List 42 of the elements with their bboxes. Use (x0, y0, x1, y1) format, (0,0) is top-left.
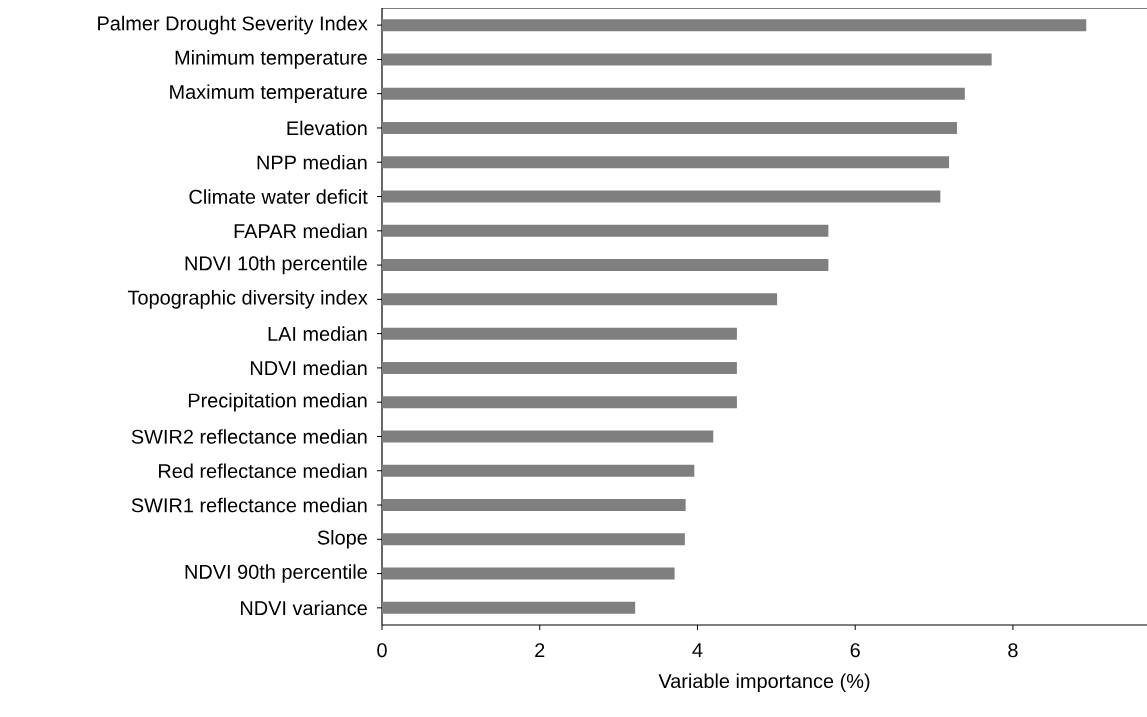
y-tick-label: LAI median (268, 326, 367, 341)
bar (382, 327, 737, 340)
y-tick-label: NPP median (257, 154, 367, 170)
y-tick-label: SWIR2 reflectance median (131, 429, 367, 444)
bar (382, 464, 695, 477)
x-axis-title: Variable importance (%) (658, 673, 870, 693)
bar (382, 361, 737, 374)
bar (382, 601, 636, 614)
bar (382, 567, 675, 580)
bar (382, 293, 778, 306)
bar (382, 499, 686, 512)
bar (382, 259, 829, 272)
bar (382, 53, 992, 66)
y-tick-label: Precipitation median (188, 392, 367, 412)
y-tick-label: Minimum temperature (175, 50, 367, 69)
bar (382, 430, 714, 443)
y-tick-label: NDVI median (250, 360, 367, 376)
x-tick-label: 0 (377, 643, 387, 658)
y-tick-label: FAPAR median (234, 223, 367, 239)
x-tick-label: 8 (1008, 643, 1018, 658)
y-tick-label: NDVI variance (241, 600, 367, 616)
y-tick-label: Maximum temperature (170, 84, 367, 103)
x-tick-label: 6 (850, 643, 860, 658)
y-tick-label: Climate water deficit (189, 189, 368, 204)
bar (382, 224, 829, 237)
bar (382, 87, 965, 100)
y-tick-label: NDVI 10th percentile (185, 255, 367, 275)
bar (382, 121, 957, 134)
y-tick-label: Red reflectance median (159, 463, 367, 479)
bar (382, 190, 941, 203)
y-tick-label: Slope (317, 530, 367, 549)
bar (382, 19, 1087, 32)
bar (382, 396, 737, 409)
y-tick-label: Palmer Drought Severity Index (98, 15, 368, 35)
bar (382, 156, 950, 169)
y-tick-label: Elevation (287, 120, 367, 136)
y-tick-label: NDVI 90th percentile (185, 564, 367, 583)
x-tick-label: 4 (692, 643, 703, 657)
y-tick-label: SWIR1 reflectance median (131, 497, 367, 513)
bar (382, 533, 685, 546)
x-tick-label: 2 (535, 643, 545, 658)
y-tick-label: Topographic diversity index (127, 290, 368, 309)
